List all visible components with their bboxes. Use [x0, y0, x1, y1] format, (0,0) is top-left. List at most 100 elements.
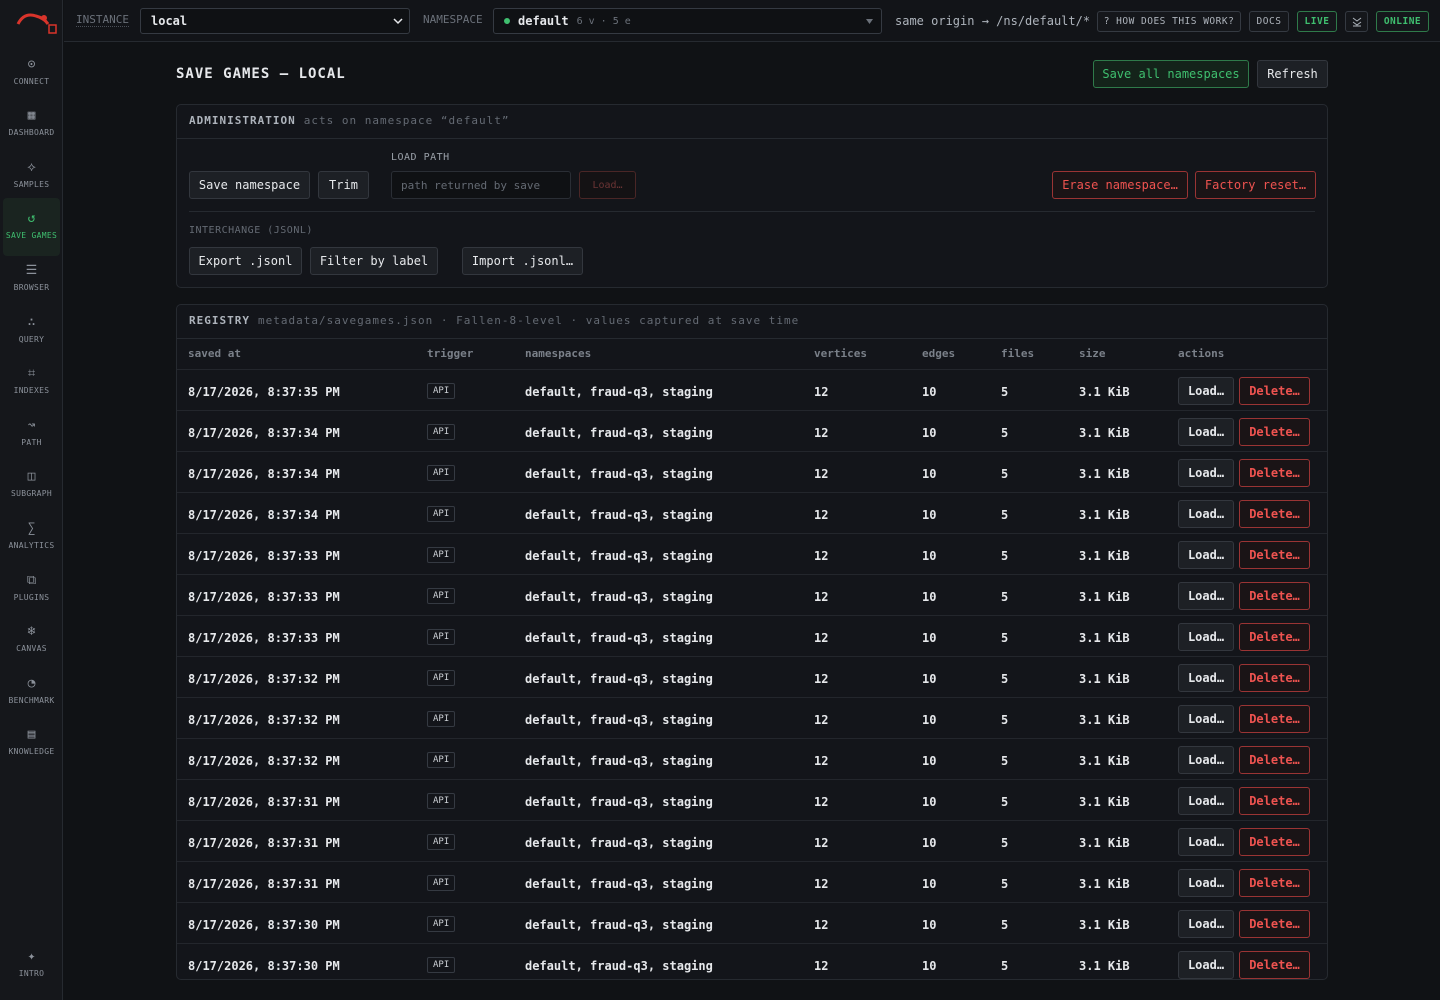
nav-item[interactable]: ⊙ CONNECT: [3, 43, 60, 101]
table-cell: 8/17/2026, 8:37:32 PM: [188, 754, 340, 768]
trigger-tag: API: [427, 547, 456, 563]
table-row: 8/17/2026, 8:37:33 PM API default, fraud-q…: [177, 574, 1327, 615]
table-cell: 10: [922, 385, 937, 399]
delete-row-button[interactable]: Delete…: [1239, 582, 1310, 610]
table-cell: 3.1 KiB: [1079, 385, 1130, 399]
panel-title: REGISTRY: [189, 314, 250, 327]
delete-row-button[interactable]: Delete…: [1239, 459, 1310, 487]
nav-icon: ❄: [27, 624, 36, 640]
load-row-button[interactable]: Load…: [1178, 418, 1234, 446]
load-row-button[interactable]: Load…: [1178, 746, 1234, 774]
table-cell: 8/17/2026, 8:37:34 PM: [188, 508, 340, 522]
table-cell: 8/17/2026, 8:37:33 PM: [188, 549, 340, 563]
delete-row-button[interactable]: Delete…: [1239, 500, 1310, 528]
trigger-tag: API: [427, 957, 456, 973]
table-row: 8/17/2026, 8:37:31 PM API default, fraud-q…: [177, 861, 1327, 902]
nav-item[interactable]: ◔ BENCHMARK: [3, 662, 60, 720]
load-row-button[interactable]: Load…: [1178, 582, 1234, 610]
table-cell: default, fraud-q3, staging: [525, 754, 713, 768]
load-row-button[interactable]: Load…: [1178, 541, 1234, 569]
import-button[interactable]: Import .jsonl…: [462, 247, 583, 275]
nav-item[interactable]: ⧉ PLUGINS: [3, 559, 60, 617]
trigger-tag: API: [427, 916, 456, 932]
table-cell: 3.1 KiB: [1079, 918, 1130, 932]
table-row: 8/17/2026, 8:37:32 PM API default, fraud-q…: [177, 738, 1327, 779]
instance-select[interactable]: local: [140, 8, 410, 34]
help-button[interactable]: ? HOW DOES THIS WORK?: [1097, 11, 1241, 32]
nav-item[interactable]: ∴ QUERY: [3, 301, 60, 359]
table-cell: 8/17/2026, 8:37:33 PM: [188, 631, 340, 645]
load-row-button[interactable]: Load…: [1178, 664, 1234, 692]
nav-icon: ▤: [27, 727, 36, 743]
refresh-button[interactable]: Refresh: [1257, 60, 1328, 88]
trim-button[interactable]: Trim: [318, 171, 369, 199]
theme-toggle[interactable]: [1345, 11, 1368, 32]
table-cell: 3.1 KiB: [1079, 590, 1130, 604]
load-row-button[interactable]: Load…: [1178, 869, 1234, 897]
table-cell: 5: [1001, 836, 1009, 850]
table-cell: 5: [1001, 467, 1009, 481]
erase-button[interactable]: Erase namespace…: [1052, 171, 1188, 199]
delete-row-button[interactable]: Delete…: [1239, 705, 1310, 733]
delete-row-button[interactable]: Delete…: [1239, 869, 1310, 897]
nav-item[interactable]: ⟡ SAMPLES: [3, 146, 60, 204]
load-row-button[interactable]: Load…: [1178, 500, 1234, 528]
nav-item[interactable]: ∑ ANALYTICS: [3, 507, 60, 565]
table-cell: 5: [1001, 672, 1009, 686]
load-row-button[interactable]: Load…: [1178, 828, 1234, 856]
instance-value: local: [151, 14, 188, 28]
delete-row-button[interactable]: Delete…: [1239, 541, 1310, 569]
delete-row-button[interactable]: Delete…: [1239, 828, 1310, 856]
export-button[interactable]: Export .jsonl: [189, 247, 302, 275]
load-row-button[interactable]: Load…: [1178, 623, 1234, 651]
delete-row-button[interactable]: Delete…: [1239, 746, 1310, 774]
nav-item[interactable]: ⌗ INDEXES: [3, 353, 60, 411]
delete-row-button[interactable]: Delete…: [1239, 664, 1310, 692]
nav-item[interactable]: ↺ SAVE GAMES: [3, 197, 60, 256]
delete-row-button[interactable]: Delete…: [1239, 623, 1310, 651]
table-cell: default, fraud-q3, staging: [525, 959, 713, 973]
trigger-tag: API: [427, 383, 456, 399]
nav-item[interactable]: ❄ CANVAS: [3, 611, 60, 669]
nav-item[interactable]: ✦ INTRO: [3, 935, 60, 993]
table-cell: default, fraud-q3, staging: [525, 549, 713, 563]
nav-item[interactable]: ◫ SUBGRAPH: [3, 456, 60, 514]
delete-row-button[interactable]: Delete…: [1239, 910, 1310, 938]
nav-item[interactable]: ▦ DASHBOARD: [3, 95, 60, 153]
save-all-button[interactable]: Save all namespaces: [1093, 60, 1249, 88]
load-path-input[interactable]: path returned by save: [391, 171, 571, 199]
nav-item[interactable]: ↝ PATH: [3, 404, 60, 462]
load-row-button[interactable]: Load…: [1178, 377, 1234, 405]
load-row-button[interactable]: Load…: [1178, 705, 1234, 733]
panel-title: ADMINISTRATION: [189, 114, 296, 127]
table-cell: 10: [922, 467, 937, 481]
delete-row-button[interactable]: Delete…: [1239, 787, 1310, 815]
namespace-select[interactable]: default 6 v · 5 e: [493, 8, 882, 34]
table-cell: 10: [922, 631, 937, 645]
load-row-button[interactable]: Load…: [1178, 459, 1234, 487]
nav-item[interactable]: ☰ BROWSER: [3, 249, 60, 307]
delete-row-button[interactable]: Delete…: [1239, 951, 1310, 979]
load-row-button[interactable]: Load…: [1178, 787, 1234, 815]
divider: [177, 338, 1327, 339]
nav-icon: ⊙: [27, 56, 36, 72]
load-row-button[interactable]: Load…: [1178, 951, 1234, 979]
save-namespace-button[interactable]: Save namespace: [189, 171, 310, 199]
nav-label: INDEXES: [13, 386, 50, 396]
load-row-button[interactable]: Load…: [1178, 910, 1234, 938]
nav-item[interactable]: ▤ KNOWLEDGE: [3, 714, 60, 772]
delete-row-button[interactable]: Delete…: [1239, 377, 1310, 405]
delete-row-button[interactable]: Delete…: [1239, 418, 1310, 446]
table-cell: default, fraud-q3, staging: [525, 508, 713, 522]
table-row: 8/17/2026, 8:37:34 PM API default, fraud-q…: [177, 410, 1327, 451]
table-cell: 12: [814, 672, 829, 686]
filter-button[interactable]: Filter by label: [310, 247, 438, 275]
nav-icon: ↝: [27, 417, 36, 433]
table-cell: 10: [922, 426, 937, 440]
live-toggle[interactable]: LIVE: [1297, 11, 1337, 32]
docs-button[interactable]: DOCS: [1249, 11, 1289, 32]
table-cell: 10: [922, 959, 937, 973]
table-cell: 10: [922, 590, 937, 604]
factory-reset-button[interactable]: Factory reset…: [1195, 171, 1316, 199]
column-header: namespaces: [525, 347, 592, 360]
